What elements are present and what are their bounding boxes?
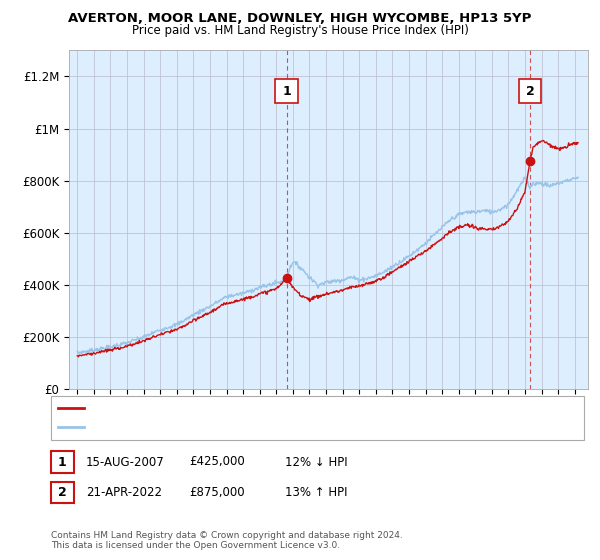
Text: 1: 1 [282,85,291,97]
Text: AVERTON, MOOR LANE, DOWNLEY, HIGH WYCOMBE, HP13 5YP (detached house): AVERTON, MOOR LANE, DOWNLEY, HIGH WYCOMB… [88,403,508,413]
Text: Contains HM Land Registry data © Crown copyright and database right 2024.
This d: Contains HM Land Registry data © Crown c… [51,530,403,550]
Text: AVERTON, MOOR LANE, DOWNLEY, HIGH WYCOMBE, HP13 5YP: AVERTON, MOOR LANE, DOWNLEY, HIGH WYCOMB… [68,12,532,25]
Text: £875,000: £875,000 [189,486,245,500]
Text: HPI: Average price, detached house, Buckinghamshire: HPI: Average price, detached house, Buck… [88,422,372,432]
Text: Price paid vs. HM Land Registry's House Price Index (HPI): Price paid vs. HM Land Registry's House … [131,24,469,36]
Text: 2: 2 [526,85,535,97]
Text: £425,000: £425,000 [189,455,245,469]
Text: 1: 1 [58,455,67,469]
Text: 21-APR-2022: 21-APR-2022 [86,486,162,500]
Text: 15-AUG-2007: 15-AUG-2007 [86,455,164,469]
Text: 2: 2 [58,486,67,500]
Text: 13% ↑ HPI: 13% ↑ HPI [285,486,347,500]
Text: 12% ↓ HPI: 12% ↓ HPI [285,455,347,469]
